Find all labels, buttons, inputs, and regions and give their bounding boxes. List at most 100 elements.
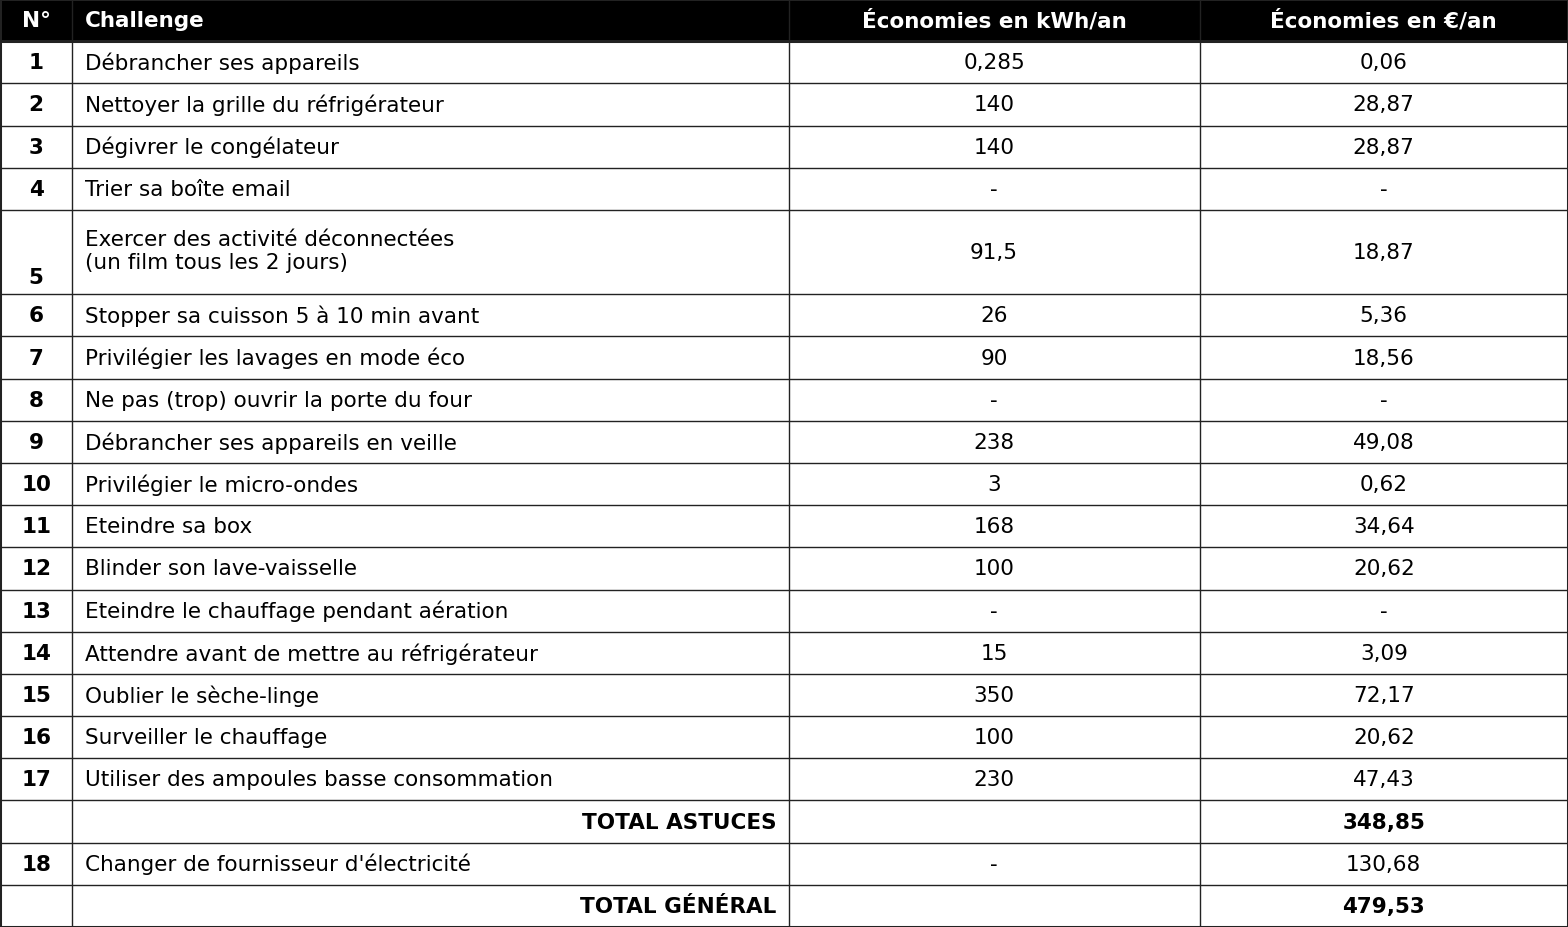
- Text: Trier sa boîte email: Trier sa boîte email: [85, 180, 290, 199]
- Bar: [0, 548, 1568, 590]
- Text: 1: 1: [28, 53, 44, 73]
- Bar: [0, 295, 1568, 337]
- Text: Attendre avant de mettre au réfrigérateur: Attendre avant de mettre au réfrigérateu…: [85, 642, 538, 664]
- Text: Privilégier le micro-ondes: Privilégier le micro-ondes: [85, 474, 358, 495]
- Text: 5,36: 5,36: [1359, 306, 1408, 326]
- Text: 168: 168: [974, 516, 1014, 537]
- Text: 140: 140: [974, 95, 1014, 115]
- Text: -: -: [1380, 390, 1388, 411]
- Bar: [0, 843, 1568, 885]
- Text: 14: 14: [20, 643, 52, 663]
- Text: 18,56: 18,56: [1353, 349, 1414, 368]
- Text: 0,285: 0,285: [963, 53, 1025, 73]
- Bar: [0, 590, 1568, 632]
- Text: Stopper sa cuisson 5 à 10 min avant: Stopper sa cuisson 5 à 10 min avant: [85, 305, 478, 326]
- Bar: [0, 632, 1568, 674]
- Text: Exercer des activité déconnectées: Exercer des activité déconnectées: [85, 230, 455, 250]
- Text: TOTAL GÉNÉRAL: TOTAL GÉNÉRAL: [580, 895, 776, 916]
- Text: -: -: [1380, 601, 1388, 621]
- Text: Économies en kWh/an: Économies en kWh/an: [862, 10, 1126, 32]
- Bar: [0, 464, 1568, 505]
- Text: 17: 17: [20, 769, 52, 790]
- Text: 16: 16: [20, 728, 52, 747]
- Text: Privilégier les lavages en mode éco: Privilégier les lavages en mode éco: [85, 348, 464, 369]
- Text: 6: 6: [28, 306, 44, 326]
- Bar: [0, 422, 1568, 464]
- Text: 20,62: 20,62: [1353, 559, 1414, 578]
- Text: 13: 13: [20, 601, 52, 621]
- Text: Surveiller le chauffage: Surveiller le chauffage: [85, 728, 326, 747]
- Text: 49,08: 49,08: [1353, 432, 1414, 452]
- Bar: [0, 801, 1568, 843]
- Text: 348,85: 348,85: [1342, 812, 1425, 832]
- Text: 2: 2: [28, 95, 44, 115]
- Text: Économies en €/an: Économies en €/an: [1270, 10, 1497, 32]
- Bar: [0, 0, 1568, 42]
- Bar: [0, 337, 1568, 379]
- Text: 238: 238: [974, 432, 1014, 452]
- Text: 350: 350: [974, 685, 1014, 705]
- Text: 47,43: 47,43: [1353, 769, 1414, 790]
- Bar: [0, 84, 1568, 126]
- Bar: [0, 42, 1568, 84]
- Text: 100: 100: [974, 728, 1014, 747]
- Text: 18: 18: [20, 854, 52, 874]
- Text: 5: 5: [28, 268, 44, 288]
- Text: 140: 140: [974, 137, 1014, 158]
- Bar: [0, 885, 1568, 927]
- Text: N°: N°: [22, 11, 50, 32]
- Text: Dégivrer le congélateur: Dégivrer le congélateur: [85, 137, 339, 159]
- Text: 20,62: 20,62: [1353, 728, 1414, 747]
- Text: 28,87: 28,87: [1353, 95, 1414, 115]
- Text: TOTAL ASTUCES: TOTAL ASTUCES: [582, 812, 776, 832]
- Text: 3: 3: [28, 137, 44, 158]
- Text: Changer de fournisseur d'électricité: Changer de fournisseur d'électricité: [85, 853, 470, 874]
- Text: Eteindre sa box: Eteindre sa box: [85, 516, 252, 537]
- Text: 9: 9: [28, 432, 44, 452]
- Text: 230: 230: [974, 769, 1014, 790]
- Text: (un film tous les 2 jours): (un film tous les 2 jours): [85, 253, 348, 273]
- Text: Oublier le sèche-linge: Oublier le sèche-linge: [85, 684, 318, 706]
- Text: 26: 26: [980, 306, 1008, 326]
- Bar: [0, 717, 1568, 758]
- Text: 28,87: 28,87: [1353, 137, 1414, 158]
- Text: 0,62: 0,62: [1359, 475, 1408, 495]
- Text: -: -: [991, 854, 997, 874]
- Bar: [0, 210, 1568, 295]
- Bar: [0, 126, 1568, 169]
- Text: 479,53: 479,53: [1342, 895, 1425, 916]
- Text: Nettoyer la grille du réfrigérateur: Nettoyer la grille du réfrigérateur: [85, 95, 444, 116]
- Text: -: -: [991, 390, 997, 411]
- Text: Ne pas (trop) ouvrir la porte du four: Ne pas (trop) ouvrir la porte du four: [85, 390, 472, 411]
- Text: 34,64: 34,64: [1353, 516, 1414, 537]
- Bar: [0, 379, 1568, 422]
- Text: 3: 3: [988, 475, 1000, 495]
- Text: Eteindre le chauffage pendant aération: Eteindre le chauffage pendant aération: [85, 601, 508, 622]
- Text: 100: 100: [974, 559, 1014, 578]
- Text: 0,06: 0,06: [1359, 53, 1408, 73]
- Text: 72,17: 72,17: [1353, 685, 1414, 705]
- Text: 10: 10: [20, 475, 52, 495]
- Bar: [0, 674, 1568, 717]
- Bar: [0, 169, 1568, 210]
- Text: -: -: [1380, 180, 1388, 199]
- Text: 90: 90: [980, 349, 1008, 368]
- Text: 18,87: 18,87: [1353, 243, 1414, 263]
- Text: Débrancher ses appareils en veille: Débrancher ses appareils en veille: [85, 432, 456, 453]
- Text: Challenge: Challenge: [85, 11, 204, 32]
- Text: 7: 7: [28, 349, 44, 368]
- Text: 91,5: 91,5: [971, 243, 1018, 263]
- Text: 15: 15: [980, 643, 1008, 663]
- Text: 15: 15: [20, 685, 52, 705]
- Bar: [0, 758, 1568, 801]
- Text: Débrancher ses appareils: Débrancher ses appareils: [85, 53, 359, 74]
- Text: 12: 12: [20, 559, 52, 578]
- Text: 8: 8: [28, 390, 44, 411]
- Text: Blinder son lave-vaisselle: Blinder son lave-vaisselle: [85, 559, 356, 578]
- Bar: [0, 505, 1568, 548]
- Text: Utiliser des ampoules basse consommation: Utiliser des ampoules basse consommation: [85, 769, 552, 790]
- Text: 4: 4: [28, 180, 44, 199]
- Text: -: -: [991, 180, 997, 199]
- Text: 130,68: 130,68: [1347, 854, 1421, 874]
- Text: -: -: [991, 601, 997, 621]
